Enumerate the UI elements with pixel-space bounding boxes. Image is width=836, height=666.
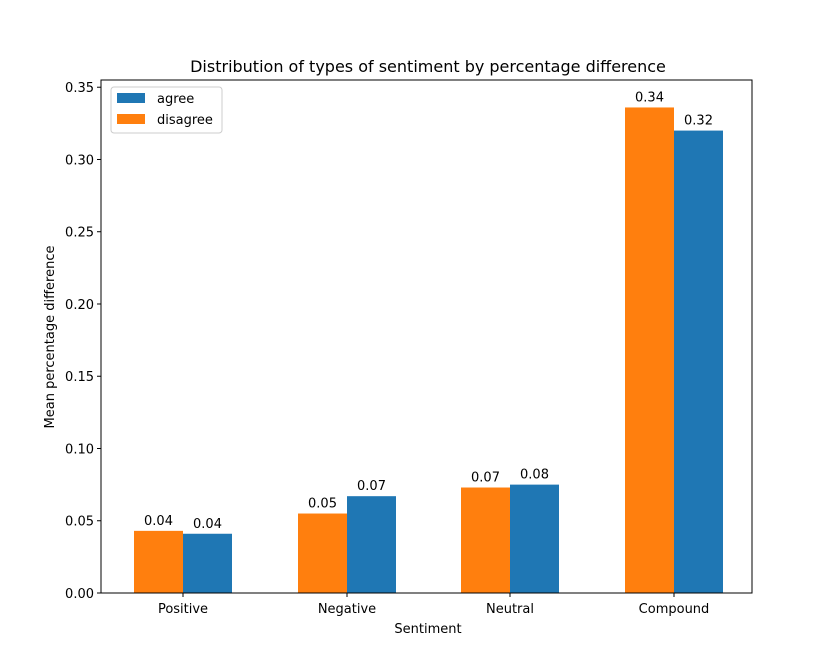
- chart-title: Distribution of types of sentiment by pe…: [190, 57, 666, 76]
- data-label-disagree-compound: 0.34: [635, 90, 664, 105]
- x-axis: Positive Negative Neutral Compound: [158, 593, 709, 617]
- plot-frame: [100, 79, 753, 594]
- bar-agree-positive: [183, 533, 232, 593]
- bar-agree-neutral: [510, 484, 559, 593]
- legend-label-disagree: disagree: [157, 113, 213, 128]
- bar-disagree-positive: [134, 530, 183, 593]
- x-tick-label-compound: Compound: [639, 602, 710, 617]
- data-label-disagree-neutral: 0.07: [471, 471, 500, 486]
- y-tick-label: 0.00: [65, 587, 94, 602]
- y-tick-label: 0.20: [65, 298, 94, 313]
- y-tick-label: 0.35: [65, 81, 94, 96]
- y-axis: 0.00 0.05 0.10 0.15 0.20 0.25 0.30 0.35: [65, 81, 101, 602]
- legend: agree disagree: [110, 86, 223, 134]
- x-tick-label-positive: Positive: [158, 602, 208, 617]
- legend-swatch-agree: [117, 93, 145, 103]
- bar-disagree-negative: [298, 513, 347, 593]
- data-label-agree-neutral: 0.08: [520, 468, 549, 483]
- x-tick-label-neutral: Neutral: [486, 602, 534, 617]
- bar-agree-negative: [347, 496, 396, 593]
- legend-label-agree: agree: [157, 92, 194, 107]
- y-tick-label: 0.30: [65, 153, 94, 168]
- bars-group: [134, 107, 723, 594]
- bar-disagree-neutral: [461, 487, 510, 593]
- legend-swatch-disagree: [117, 114, 145, 124]
- y-axis-label: Mean percentage difference: [43, 246, 58, 429]
- data-label-disagree-negative: 0.05: [308, 497, 337, 512]
- y-tick-label: 0.15: [65, 370, 94, 385]
- y-tick-label: 0.05: [65, 515, 94, 530]
- data-label-agree-positive: 0.04: [193, 517, 222, 532]
- bar-labels-group: 0.04 0.05 0.07 0.34 0.04 0.07 0.08 0.32: [144, 90, 713, 531]
- bar-disagree-compound: [625, 107, 674, 594]
- x-tick-label-negative: Negative: [318, 602, 376, 617]
- y-tick-label: 0.25: [65, 226, 94, 241]
- bar-agree-compound: [674, 130, 723, 594]
- y-tick-label: 0.10: [65, 442, 94, 457]
- data-label-agree-negative: 0.07: [357, 479, 386, 494]
- data-label-disagree-positive: 0.04: [144, 514, 173, 529]
- data-label-agree-compound: 0.32: [684, 114, 713, 129]
- x-axis-label: Sentiment: [394, 622, 461, 637]
